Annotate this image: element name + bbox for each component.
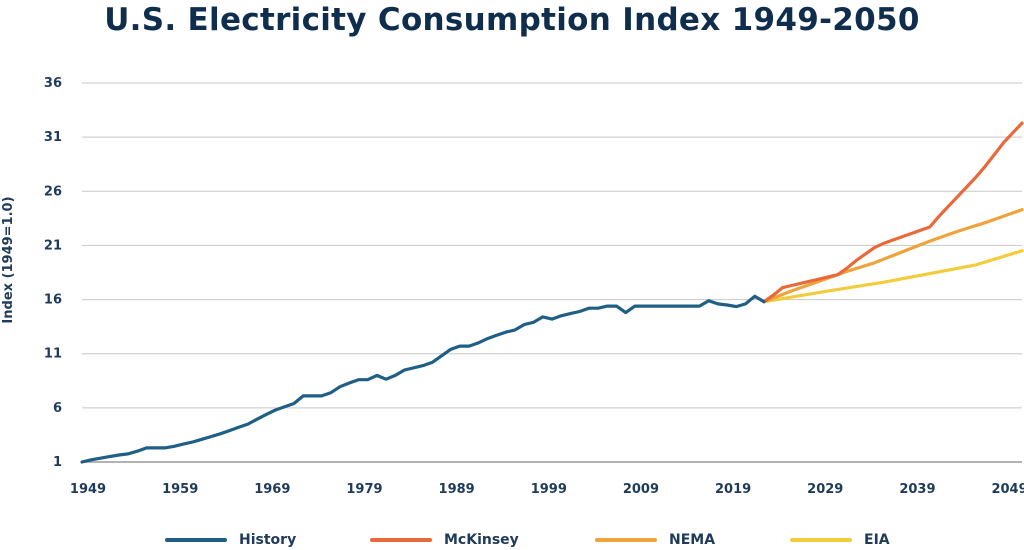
x-tick-label: 2029 xyxy=(807,482,843,497)
chart-title: U.S. Electricity Consumption Index 1949-… xyxy=(104,2,920,38)
y-tick-label: 11 xyxy=(44,347,62,362)
y-tick-label: 16 xyxy=(44,293,62,308)
legend-swatch xyxy=(790,538,852,542)
x-tick-label: 2019 xyxy=(715,482,751,497)
x-tick-label: 2009 xyxy=(623,482,659,497)
grid-lines xyxy=(82,82,1022,409)
y-axis-label: Index (1949=1.0) xyxy=(1,196,16,323)
y-tick-label: 26 xyxy=(44,184,62,199)
series-line-nema xyxy=(762,208,1024,304)
x-tick-label: 1989 xyxy=(439,482,475,497)
x-axis-ticks: 1949 1959 1969 1979 1989 1999 2009 2019 2029 2039… xyxy=(70,482,1024,497)
x-tick-label: 1979 xyxy=(346,482,382,497)
y-tick-label: 31 xyxy=(44,130,62,145)
series-line-eia xyxy=(762,249,1024,304)
legend-swatch xyxy=(165,538,227,542)
x-tick-label: 1949 xyxy=(70,482,106,497)
legend-swatch xyxy=(595,538,657,542)
legend-label: EIA xyxy=(864,532,890,548)
x-tick-label: 2039 xyxy=(899,482,935,497)
legend: History McKinsey NEMA EIA xyxy=(0,530,1024,550)
legend-label: NEMA xyxy=(669,532,716,548)
x-tick-label: 1969 xyxy=(254,482,290,497)
series-lines xyxy=(80,121,1024,464)
y-tick-label: 36 xyxy=(44,76,62,91)
legend-swatch xyxy=(370,538,432,542)
x-tick-label: 2049 xyxy=(991,482,1024,497)
legend-item-mckinsey: McKinsey xyxy=(370,530,519,550)
legend-item-nema: NEMA xyxy=(595,530,715,550)
legend-label: History xyxy=(239,532,297,548)
x-tick-label: 1999 xyxy=(531,482,567,497)
y-tick-label: 6 xyxy=(53,401,62,416)
y-tick-label: 21 xyxy=(44,238,62,253)
legend-item-history: History xyxy=(165,530,296,550)
x-tick-label: 1959 xyxy=(162,482,198,497)
legend-item-eia: EIA xyxy=(790,530,890,550)
series-line-mckinsey xyxy=(762,121,1024,304)
legend-label: McKinsey xyxy=(444,532,519,548)
series-line-history xyxy=(80,294,766,464)
y-tick-label: 1 xyxy=(53,455,62,470)
